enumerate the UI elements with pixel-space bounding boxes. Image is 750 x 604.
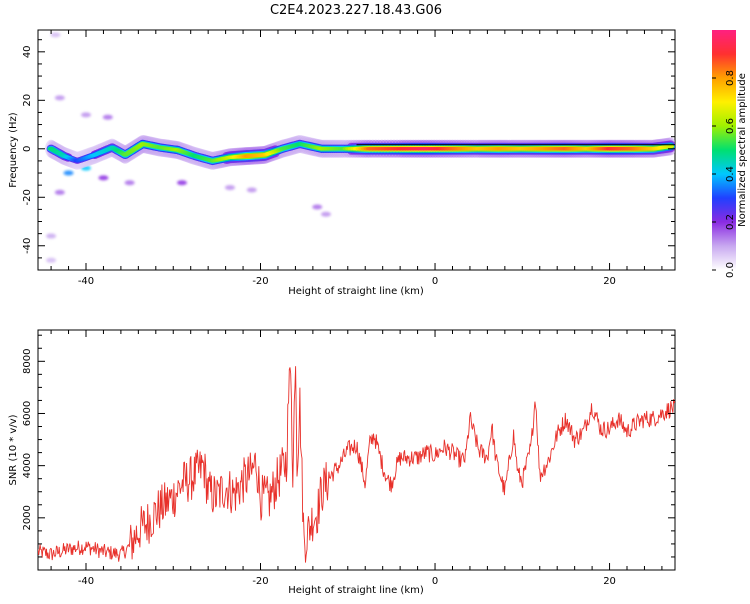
colorbar-tick-label: 0.4 [725,166,736,182]
snr-x-tick-label: -20 [252,576,268,587]
spectrogram-scatter-blob [50,32,61,38]
spectrogram-scatter-blob [312,204,323,210]
snr-y-axis-label: SNR (10 * v/v) [8,414,19,485]
spectrogram-scatter-blob [80,165,91,171]
snr-y-tick-label: 4000 [22,453,33,478]
spectrogram-x-tick-label: 20 [603,276,616,287]
snr-x-tick-label: 20 [603,576,616,587]
colorbar-label: Normalized spectral amplitude [737,73,748,227]
snr-series-line [38,366,675,563]
snr-y-tick-label: 6000 [22,401,33,426]
snr-panel: -40 -20 0 20 2000 4000 6000 8000 Height of stra… [8,329,676,596]
spectrogram-y-tick-label: -40 [22,238,33,254]
spectrogram-scatter-blob [80,112,91,118]
colorbar-tick-label: 0.0 [725,262,736,278]
colorbar-tick-label: 0.2 [725,214,736,230]
colorbar-tick-label: 0.8 [725,70,736,86]
colorbar-tick-label: 0.6 [725,118,736,134]
spectrogram-scatter-blob [63,170,74,176]
spectrogram-scatter-blob [46,233,57,239]
spectrogram-scatter-blob [98,175,109,181]
snr-y-tick-label: 2000 [22,505,33,530]
spectrogram-scatter-blob [224,185,235,191]
spectrogram-x-axis-label: Height of straight line (km) [288,286,424,297]
spectrogram-y-tick-label: 0 [22,146,33,152]
spectrogram-x-tick-label: -20 [252,276,268,287]
spectrogram-y-tick-label: 20 [22,94,33,107]
spectrogram-y-tick-label: -20 [22,189,33,205]
spectrogram-scatter-blob [124,180,135,186]
spectrogram-panel: -40 -20 0 20 -40 -20 0 20 40 Height of straight … [8,29,676,297]
colorbar: 0.0 0.2 0.4 0.6 0.8 Normalized spectral ampl… [712,30,748,278]
spectrogram-marks [45,32,675,263]
snr-x-axis-label: Height of straight line (km) [288,585,424,596]
spectrogram-x-tick-label: 0 [432,276,438,287]
spectrogram-scatter-blob [176,180,187,186]
spectrogram-scatter-blob [46,257,57,263]
figure-title: C2E4.2023.227.18.43.G06 [270,3,442,18]
spectrogram-scatter-blob [102,114,113,120]
colorbar-ticks: 0.0 0.2 0.4 0.6 0.8 [712,70,736,278]
spectrogram-scatter-blob [246,187,257,193]
spectrogram-axes: -40 -20 0 20 -40 -20 0 20 40 [22,30,675,287]
colorbar-gradient [712,30,736,270]
spectrogram-scatter-blob [54,189,65,195]
snr-y-tick-label: 8000 [22,349,33,374]
spectrogram-scatter-blob [320,211,331,217]
snr-x-tick-label: -40 [78,576,94,587]
snr-x-tick-label: 0 [432,576,438,587]
spectrogram-scatter-blob [54,95,65,101]
snr-marks [38,366,675,563]
snr-axes: -40 -20 0 20 2000 4000 6000 8000 [22,330,675,587]
spectrogram-y-tick-label: 40 [22,45,33,58]
spectrogram-x-tick-label: -40 [78,276,94,287]
spectrogram-ridge-cell [667,144,675,149]
spectrogram-y-axis-label: Frequency (Hz) [8,112,19,188]
